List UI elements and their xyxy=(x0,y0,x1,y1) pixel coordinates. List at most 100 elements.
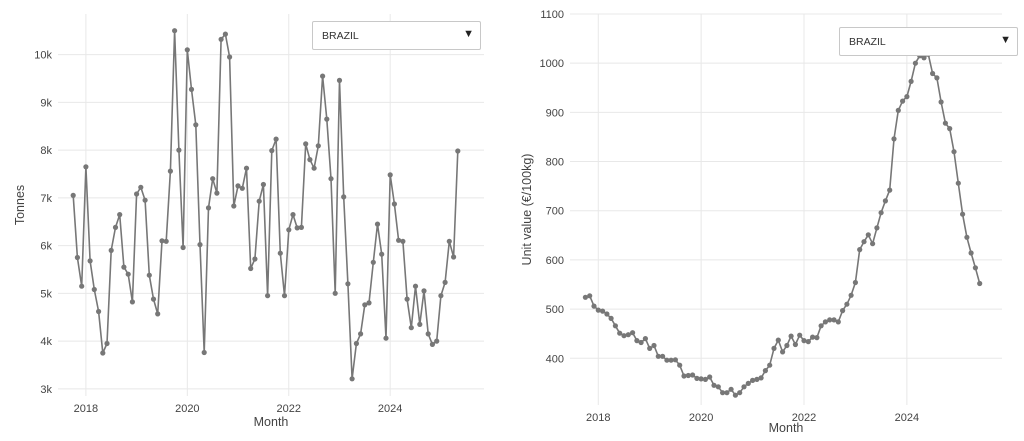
tonnes-data-point[interactable] xyxy=(353,340,359,347)
tonnes-data-point[interactable] xyxy=(345,281,351,287)
unit-value-data-point[interactable] xyxy=(878,210,884,216)
tonnes-data-point[interactable] xyxy=(222,31,228,37)
unit-value-data-point[interactable] xyxy=(698,376,704,382)
tonnes-data-point[interactable] xyxy=(227,54,233,60)
unit-value-data-point[interactable] xyxy=(904,94,910,100)
unit-value-data-point[interactable] xyxy=(724,390,730,396)
tonnes-data-point[interactable] xyxy=(374,221,381,227)
unit-value-data-point[interactable] xyxy=(857,247,863,253)
unit-value-data-point[interactable] xyxy=(621,333,627,339)
unit-value-data-point[interactable] xyxy=(655,353,661,359)
unit-value-data-point[interactable] xyxy=(685,372,691,379)
tonnes-data-point[interactable] xyxy=(201,349,207,356)
tonnes-data-point[interactable] xyxy=(294,225,300,231)
unit-value-data-point[interactable] xyxy=(874,225,880,231)
tonnes-data-point[interactable] xyxy=(290,212,296,218)
tonnes-data-point[interactable] xyxy=(150,296,157,302)
tonnes-data-point[interactable] xyxy=(184,47,190,53)
unit-value-data-point[interactable] xyxy=(831,317,837,323)
tonnes-data-point[interactable] xyxy=(235,183,241,189)
unit-value-data-point[interactable] xyxy=(900,98,906,104)
unit-value-data-point[interactable] xyxy=(634,338,640,344)
tonnes-data-point[interactable] xyxy=(197,242,203,248)
unit-value-data-point[interactable] xyxy=(788,333,794,339)
unit-value-data-point[interactable] xyxy=(681,373,687,379)
unit-value-data-point[interactable] xyxy=(840,308,846,314)
unit-value-data-point[interactable] xyxy=(587,293,593,299)
tonnes-data-point[interactable] xyxy=(362,302,368,308)
tonnes-data-point[interactable] xyxy=(214,190,220,196)
tonnes-data-point[interactable] xyxy=(332,290,338,296)
unit-value-data-point[interactable] xyxy=(895,107,901,113)
unit-value-data-point[interactable] xyxy=(951,149,957,155)
unit-value-data-point[interactable] xyxy=(861,239,867,245)
tonnes-data-point[interactable] xyxy=(231,203,237,209)
unit-value-data-point[interactable] xyxy=(767,362,773,368)
tonnes-data-point[interactable] xyxy=(298,224,304,230)
unit-value-data-point[interactable] xyxy=(818,323,824,329)
tonnes-data-point[interactable] xyxy=(446,238,452,244)
unit-value-data-point[interactable] xyxy=(600,308,606,314)
unit-value-data-point[interactable] xyxy=(638,339,644,346)
unit-value-data-point[interactable] xyxy=(720,390,726,396)
tonnes-data-point[interactable] xyxy=(311,165,317,171)
tonnes-data-point[interactable] xyxy=(273,136,279,142)
tonnes-data-point[interactable] xyxy=(83,164,89,170)
tonnes-data-point[interactable] xyxy=(155,311,161,317)
tonnes-data-point[interactable] xyxy=(286,227,292,233)
tonnes-data-point[interactable] xyxy=(180,244,186,251)
tonnes-data-point[interactable] xyxy=(451,254,457,260)
unit-value-data-point[interactable] xyxy=(780,349,786,355)
unit-value-data-point[interactable] xyxy=(702,376,708,382)
tonnes-data-point[interactable] xyxy=(159,238,165,244)
unit-value-data-point[interactable] xyxy=(758,375,764,381)
unit-value-data-point[interactable] xyxy=(625,332,631,338)
tonnes-data-point[interactable] xyxy=(129,299,135,305)
tonnes-data-point[interactable] xyxy=(438,293,444,299)
tonnes-data-point[interactable] xyxy=(269,148,275,154)
unit-value-data-point[interactable] xyxy=(745,380,751,386)
unit-value-data-point[interactable] xyxy=(805,339,811,345)
tonnes-data-point[interactable] xyxy=(91,286,97,293)
unit-value-data-point[interactable] xyxy=(694,375,700,381)
unit-value-data-point[interactable] xyxy=(844,301,850,307)
tonnes-data-point[interactable] xyxy=(320,73,326,79)
unit-value-data-point[interactable] xyxy=(814,335,820,341)
unit-value-data-point[interactable] xyxy=(801,338,807,344)
unit-value-data-point[interactable] xyxy=(668,357,674,363)
tonnes-data-point[interactable] xyxy=(74,254,80,261)
tonnes-data-point[interactable] xyxy=(252,256,258,262)
tonnes-data-point[interactable] xyxy=(176,147,182,153)
unit-value-data-point[interactable] xyxy=(728,386,734,392)
unit-value-data-point[interactable] xyxy=(775,337,781,343)
tonnes-data-point[interactable] xyxy=(121,264,127,270)
unit-value-data-point[interactable] xyxy=(921,55,927,61)
unit-value-data-point[interactable] xyxy=(947,126,953,132)
unit-value-data-point[interactable] xyxy=(912,60,918,66)
tonnes-data-point[interactable] xyxy=(324,116,330,122)
unit-value-data-point[interactable] xyxy=(647,345,653,351)
unit-value-data-point[interactable] xyxy=(737,390,743,396)
unit-value-data-point[interactable] xyxy=(630,330,636,336)
unit-value-data-point[interactable] xyxy=(955,180,961,186)
tonnes-data-point[interactable] xyxy=(134,191,140,197)
unit-value-data-point[interactable] xyxy=(960,211,966,217)
tonnes-data-point[interactable] xyxy=(138,184,144,190)
unit-value-data-point[interactable] xyxy=(608,315,614,321)
tonnes-data-point[interactable] xyxy=(188,86,195,92)
tonnes-data-point[interactable] xyxy=(358,331,364,337)
unit-value-data-point[interactable] xyxy=(942,120,948,126)
tonnes-data-point[interactable] xyxy=(87,258,93,264)
tonnes-data-point[interactable] xyxy=(387,172,393,178)
unit-value-data-point[interactable] xyxy=(711,382,717,388)
tonnes-data-point[interactable] xyxy=(396,237,402,243)
tonnes-data-point[interactable] xyxy=(193,122,199,128)
tonnes-data-point[interactable] xyxy=(429,341,435,347)
tonnes-data-point[interactable] xyxy=(281,293,288,299)
unit-value-data-point[interactable] xyxy=(977,280,983,287)
unit-value-data-point[interactable] xyxy=(870,241,876,247)
unit-value-data-point[interactable] xyxy=(810,334,816,340)
unit-value-data-point[interactable] xyxy=(968,250,974,256)
tonnes-data-point[interactable] xyxy=(366,300,372,306)
unit-value-data-point[interactable] xyxy=(612,323,618,329)
